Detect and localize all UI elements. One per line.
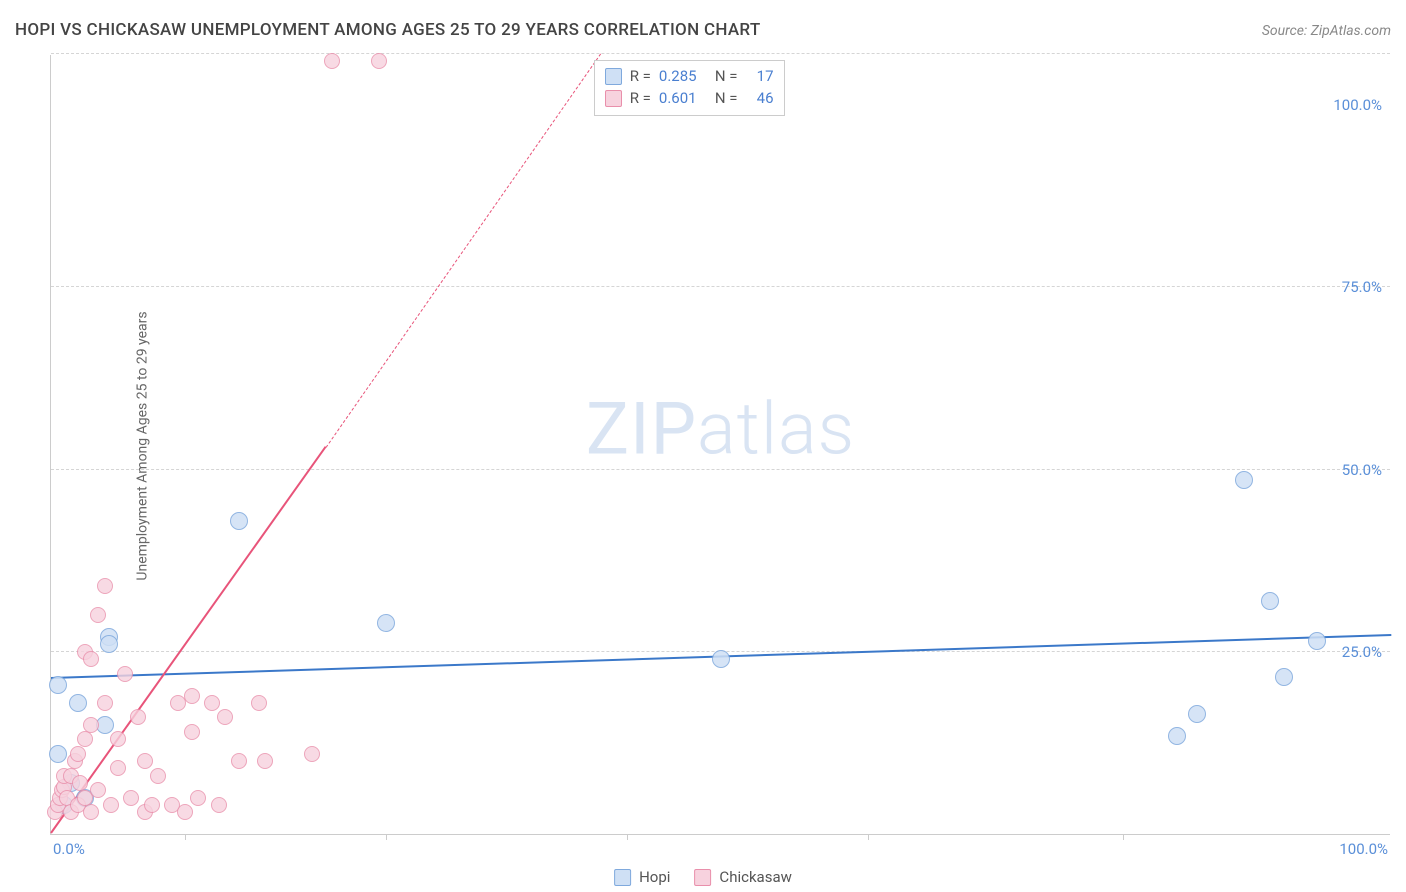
data-point bbox=[217, 709, 233, 725]
legend-item: Hopi bbox=[614, 868, 670, 886]
data-point bbox=[1188, 705, 1206, 723]
series-swatch bbox=[605, 90, 622, 107]
chart-header: HOPI VS CHICKASAW UNEMPLOYMENT AMONG AGE… bbox=[15, 20, 1391, 40]
data-point bbox=[69, 694, 87, 712]
data-point bbox=[324, 53, 340, 69]
r-label: R = bbox=[630, 67, 651, 85]
trendline bbox=[50, 446, 326, 834]
data-point bbox=[117, 666, 133, 682]
legend: Hopi Chickasaw bbox=[614, 868, 792, 886]
data-point bbox=[1308, 632, 1326, 650]
y-tick-label: 100.0% bbox=[1333, 96, 1382, 114]
data-point bbox=[257, 753, 273, 769]
data-point bbox=[90, 782, 106, 798]
gridline bbox=[51, 469, 1390, 470]
data-point bbox=[49, 745, 67, 763]
data-point bbox=[123, 790, 139, 806]
correlation-stats-box: R = 0.285 N = 17 R = 0.601 N = 46 bbox=[594, 60, 785, 116]
r-value: 0.285 bbox=[659, 67, 707, 85]
x-tick bbox=[1123, 834, 1124, 840]
legend-item: Chickasaw bbox=[694, 868, 791, 886]
n-value: 17 bbox=[746, 67, 774, 85]
data-point bbox=[130, 709, 146, 725]
data-point bbox=[1275, 668, 1293, 686]
data-point bbox=[231, 753, 247, 769]
legend-swatch bbox=[614, 869, 631, 886]
data-point bbox=[1168, 727, 1186, 745]
data-point bbox=[90, 607, 106, 623]
watermark: ZIPatlas bbox=[586, 386, 855, 471]
data-point bbox=[184, 688, 200, 704]
n-label: N = bbox=[715, 89, 738, 107]
n-label: N = bbox=[715, 67, 738, 85]
data-point bbox=[211, 797, 227, 813]
series-swatch bbox=[605, 68, 622, 85]
data-point bbox=[251, 695, 267, 711]
x-tick bbox=[185, 834, 186, 840]
data-point bbox=[1235, 471, 1253, 489]
data-point bbox=[144, 797, 160, 813]
data-point bbox=[97, 578, 113, 594]
data-point bbox=[184, 724, 200, 740]
stats-row: R = 0.285 N = 17 bbox=[605, 65, 774, 87]
gridline bbox=[51, 286, 1390, 287]
y-tick-label: 25.0% bbox=[1342, 643, 1382, 661]
data-point bbox=[83, 804, 99, 820]
data-point bbox=[49, 676, 67, 694]
legend-label: Hopi bbox=[639, 868, 670, 886]
data-point bbox=[204, 695, 220, 711]
source-attribution: Source: ZipAtlas.com bbox=[1262, 23, 1391, 39]
data-point bbox=[137, 753, 153, 769]
data-point bbox=[110, 731, 126, 747]
data-point bbox=[371, 53, 387, 69]
x-max-label: 100.0% bbox=[1339, 840, 1388, 858]
legend-swatch bbox=[694, 869, 711, 886]
data-point bbox=[1261, 592, 1279, 610]
gridline bbox=[51, 53, 1390, 54]
data-point bbox=[377, 614, 395, 632]
r-label: R = bbox=[630, 89, 651, 107]
data-point bbox=[97, 695, 113, 711]
scatter-plot-area: ZIPatlas 25.0%50.0%75.0%100.0%0.0%100.0%… bbox=[50, 55, 1390, 835]
data-point bbox=[83, 717, 99, 733]
data-point bbox=[100, 635, 118, 653]
x-tick bbox=[386, 834, 387, 840]
x-tick bbox=[868, 834, 869, 840]
legend-label: Chickasaw bbox=[719, 868, 791, 886]
data-point bbox=[150, 768, 166, 784]
data-point bbox=[72, 775, 88, 791]
trendline-extension bbox=[325, 53, 601, 447]
data-point bbox=[177, 804, 193, 820]
y-tick-label: 75.0% bbox=[1342, 278, 1382, 296]
data-point bbox=[77, 731, 93, 747]
y-tick-label: 50.0% bbox=[1342, 461, 1382, 479]
x-tick bbox=[627, 834, 628, 840]
stats-row: R = 0.601 N = 46 bbox=[605, 87, 774, 109]
data-point bbox=[304, 746, 320, 762]
data-point bbox=[110, 760, 126, 776]
chart-title: HOPI VS CHICKASAW UNEMPLOYMENT AMONG AGE… bbox=[15, 20, 761, 40]
data-point bbox=[83, 651, 99, 667]
data-point bbox=[230, 512, 248, 530]
n-value: 46 bbox=[746, 89, 774, 107]
data-point bbox=[103, 797, 119, 813]
data-point bbox=[190, 790, 206, 806]
data-point bbox=[70, 746, 86, 762]
x-min-label: 0.0% bbox=[53, 840, 85, 858]
r-value: 0.601 bbox=[659, 89, 707, 107]
data-point bbox=[712, 650, 730, 668]
